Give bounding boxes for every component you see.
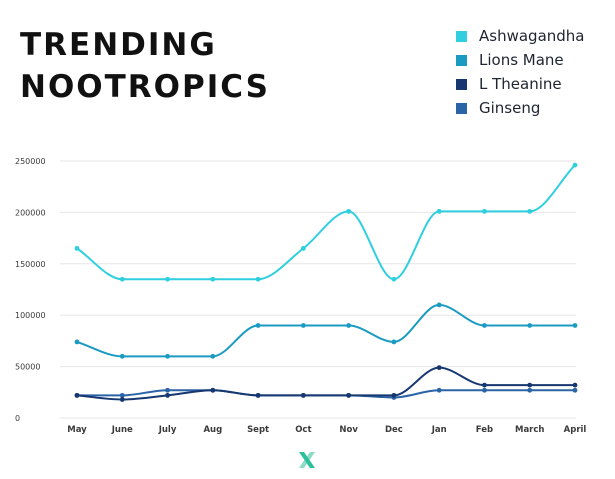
x-tick-label: Feb — [476, 425, 493, 435]
data-point — [572, 382, 578, 388]
series-line-1 — [76, 303, 576, 358]
data-point — [165, 353, 170, 359]
data-point — [119, 392, 125, 398]
y-tick-label: 150000 — [15, 260, 46, 269]
legend-label: L Theanine — [479, 75, 562, 93]
data-point — [572, 387, 578, 393]
title-line-1: TRENDING — [20, 27, 217, 63]
data-point — [527, 382, 533, 388]
data-point — [482, 387, 487, 393]
x-brand-logo-icon — [296, 450, 318, 475]
data-point — [482, 323, 487, 328]
x-tick-label: Oct — [295, 425, 311, 435]
legend-swatch — [456, 54, 467, 66]
legend-item: Lions Mane — [456, 48, 584, 72]
x-tick-label: Dec — [385, 425, 403, 435]
data-point — [572, 162, 578, 168]
x-tick-label: Nov — [339, 425, 358, 435]
legend-item: Ashwagandha — [456, 24, 584, 48]
data-point — [165, 387, 170, 393]
data-point — [482, 382, 487, 388]
data-point — [391, 276, 397, 282]
data-point — [255, 276, 261, 282]
data-point — [482, 208, 487, 214]
y-tick-label: 200000 — [15, 208, 46, 217]
legend-label: Ginseng — [479, 99, 541, 117]
y-tick-label: 50000 — [15, 363, 40, 372]
legend-label: Ashwagandha — [479, 27, 585, 45]
data-point — [436, 302, 442, 308]
data-point — [436, 387, 442, 393]
data-point — [436, 365, 442, 371]
page-title: TRENDING NOOTROPICS — [20, 24, 270, 108]
y-tick-label: 250000 — [15, 157, 46, 166]
x-tick-label: June — [111, 425, 133, 435]
data-point — [527, 387, 533, 393]
data-point — [527, 323, 533, 328]
x-tick-label: Aug — [203, 425, 222, 435]
data-point — [119, 276, 125, 282]
data-point — [210, 353, 216, 359]
data-point — [300, 245, 306, 251]
data-point — [210, 276, 216, 282]
data-point — [74, 245, 80, 251]
x-tick-label: Sept — [247, 425, 269, 435]
series-line-2 — [76, 366, 576, 401]
y-tick-label: 0 — [15, 414, 20, 423]
legend-swatch — [456, 30, 467, 42]
legend-label: Lions Mane — [479, 51, 564, 69]
x-tick-label: April — [564, 425, 587, 435]
legend-item: L Theanine — [456, 72, 584, 96]
data-point — [74, 392, 80, 398]
x-tick-label: May — [67, 425, 87, 435]
data-point — [119, 397, 125, 402]
x-tick-label: March — [515, 425, 544, 435]
data-point — [165, 392, 170, 398]
data-point — [346, 208, 352, 214]
legend-item: Ginseng — [456, 96, 584, 120]
data-point — [300, 323, 306, 328]
data-point — [255, 323, 261, 328]
title-line-2: NOOTROPICS — [20, 69, 270, 105]
data-point — [74, 339, 80, 345]
data-point — [346, 323, 352, 328]
chart-legend: Ashwagandha Lions Mane L Theanine Ginseng — [456, 24, 584, 120]
data-point — [391, 392, 397, 398]
legend-swatch — [456, 78, 467, 90]
x-tick-label: Jan — [431, 425, 447, 435]
data-point — [210, 387, 216, 393]
data-point — [165, 276, 170, 282]
data-point — [119, 353, 125, 359]
data-point — [391, 339, 397, 345]
data-point — [436, 208, 442, 214]
y-tick-label: 100000 — [15, 311, 46, 320]
data-point — [346, 392, 352, 398]
legend-swatch — [456, 102, 467, 114]
data-point — [255, 392, 261, 398]
x-tick-label: July — [158, 425, 177, 435]
data-point — [572, 323, 578, 328]
data-point — [527, 208, 533, 214]
series-line-0 — [76, 164, 576, 281]
data-point — [300, 392, 306, 398]
